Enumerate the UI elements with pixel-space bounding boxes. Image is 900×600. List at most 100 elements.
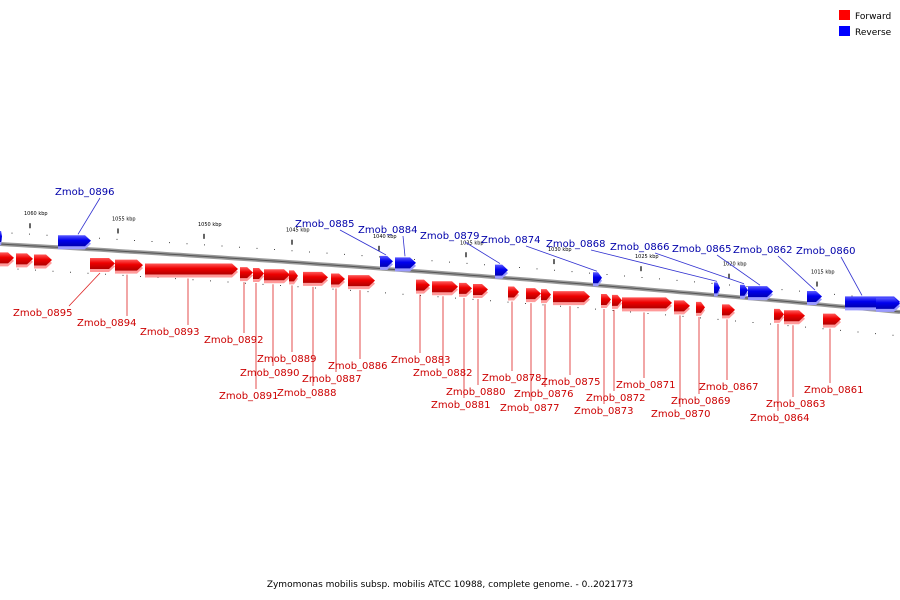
gene-label-forward[interactable]: Zmob_0882 [413,368,473,379]
gene-label-forward[interactable]: Zmob_0867 [699,382,759,393]
gene-arrow-Zmob_0891[interactable] [253,267,264,282]
gene-arrow-Zmob_0881[interactable] [459,282,472,297]
gene-label-reverse[interactable]: Zmob_0866 [610,242,670,253]
gene-label-forward[interactable]: Zmob_0891 [219,391,279,402]
gene-label-forward[interactable]: Zmob_0875 [541,377,601,388]
gene-label-forward[interactable]: Zmob_0861 [804,385,864,396]
gene-arrow-body [823,313,841,325]
gene-arrow-Zmob_0883[interactable] [416,279,430,294]
gene-arrow-Zmob_0896[interactable] [58,235,91,250]
gene-arrow-Zmob_0863[interactable] [784,310,805,325]
figure-caption: Zymomonas mobilis subsp. mobilis ATCC 10… [267,580,633,590]
gene-label-forward[interactable]: Zmob_0880 [446,387,506,398]
gene-label-reverse[interactable]: Zmob_0884 [358,225,418,236]
gene-arrow-body [674,300,690,312]
gene-label-reverse[interactable]: Zmob_0874 [481,235,541,246]
gene-label-forward[interactable]: Zmob_0890 [240,368,300,379]
gene-arrow-Zmob_0865[interactable] [748,286,773,301]
gene-arrow-edge-r[interactable] [0,231,2,246]
gene-arrow-Zmob_0868[interactable] [714,282,720,297]
legend-swatch-forward [839,10,850,20]
gene-arrow-Zmob_0873[interactable] [601,293,611,308]
gene-arrow-Zmob_0889[interactable] [289,270,298,285]
gene-arrow-Zmob_0875[interactable] [553,291,590,306]
gene-label-reverse[interactable]: Zmob_0885 [295,219,355,230]
gene-arrow-Zmob_0890[interactable] [264,269,290,284]
gene-arrow-Zmob_0894[interactable] [115,259,143,274]
gene-arrow-Zmob_0864[interactable] [774,308,784,323]
gene-arrow-Zmob_0867[interactable] [722,304,735,319]
gene-arrow-Zmob_0877[interactable] [526,288,541,303]
gene-arrow-Zmob_0866[interactable] [740,284,748,299]
gene-label-forward[interactable]: Zmob_0893 [140,327,200,338]
gene-label-reverse[interactable]: Zmob_0868 [546,239,606,250]
gene-label-forward[interactable]: Zmob_0869 [671,396,731,407]
gene-label-forward[interactable]: Zmob_0863 [766,399,826,410]
gene-label-forward[interactable]: Zmob_0894 [77,318,137,329]
gene-arrow-edge-a[interactable] [0,252,14,267]
gene-arrow-Zmob_0888[interactable] [303,271,328,286]
gene-label-forward[interactable]: Zmob_0892 [204,335,264,346]
gene-arrow-body [0,231,2,243]
gene-arrow-Zmob_0872[interactable] [612,294,622,309]
gene-label-forward[interactable]: Zmob_0886 [328,361,388,372]
gene-arrow-Zmob_0880[interactable] [473,283,488,298]
gene-arrow-Zmob_0892[interactable] [240,267,253,282]
gene-label-forward[interactable]: Zmob_0883 [391,355,451,366]
gene-arrow-body [348,275,375,287]
gene-arrow-Zmob_0869[interactable] [696,301,705,316]
gene-arrow-body [622,297,672,309]
gene-arrow-Zmob_0870[interactable] [674,300,690,315]
gene-arrow-Zmob_0895[interactable] [90,257,115,272]
gene-label-forward[interactable]: Zmob_0878 [482,373,542,384]
gene-arrow-body [696,301,705,313]
gene-label-reverse[interactable]: Zmob_0879 [420,231,480,242]
gene-label-reverse[interactable]: Zmob_0896 [55,187,115,198]
leader-line [77,197,101,235]
gene-arrow-body [807,291,822,303]
gene-arrow-Zmob_0862[interactable] [807,291,822,306]
gene-arrow-edge-c[interactable] [34,254,52,269]
gene-arrow-body [380,255,393,267]
gene-arrow-Zmob_0882[interactable] [432,281,458,296]
gene-arrow-body [722,304,735,316]
leader-line [68,272,101,307]
gene-arrow-Zmob_0876[interactable] [541,289,551,304]
gene-arrow-Zmob_0871[interactable] [622,297,672,312]
gene-label-forward[interactable]: Zmob_0881 [431,400,491,411]
gene-arrow-Zmob_0874[interactable] [593,272,602,287]
gene-label-reverse[interactable]: Zmob_0862 [733,245,793,256]
gene-arrow-Zmob_0861[interactable] [823,313,841,328]
gene-arrow-Zmob_0885[interactable] [380,255,393,270]
gene-label-forward[interactable]: Zmob_0871 [616,380,676,391]
gene-arrow-Zmob_0886[interactable] [348,275,375,290]
scale-label: 1055 kbp [112,216,136,222]
gene-label-reverse[interactable]: Zmob_0860 [796,246,856,257]
legend-item-forward: Forward [839,10,891,22]
gene-label-forward[interactable]: Zmob_0887 [302,374,362,385]
gene-arrow-edge-r2[interactable] [876,297,900,312]
gene-arrow-body [240,267,253,279]
gene-label-forward[interactable]: Zmob_0888 [277,388,337,399]
gene-label-forward[interactable]: Zmob_0864 [750,413,810,424]
gene-arrow-Zmob_0893[interactable] [145,263,238,278]
gene-arrow-Zmob_0887[interactable] [331,273,345,288]
gene-label-forward[interactable]: Zmob_0895 [13,308,73,319]
gene-arrow-body [541,289,551,301]
leader-line [590,249,718,282]
gene-label-reverse[interactable]: Zmob_0865 [672,244,732,255]
gene-arrow-body [145,263,238,275]
gene-label-forward[interactable]: Zmob_0870 [651,409,711,420]
gene-label-forward[interactable]: Zmob_0889 [257,354,317,365]
legend-swatch-reverse [839,26,850,36]
gene-arrow-body [612,294,622,306]
gene-arrow-edge-b[interactable] [16,253,33,268]
gene-arrow-Zmob_0878[interactable] [508,286,519,301]
gene-label-forward[interactable]: Zmob_0873 [574,406,634,417]
gene-arrow-Zmob_0879[interactable] [495,264,508,279]
gene-arrow-Zmob_0884[interactable] [395,257,416,272]
gene-label-forward[interactable]: Zmob_0877 [500,403,560,414]
gene-label-forward[interactable]: Zmob_0872 [586,393,646,404]
gene-label-forward[interactable]: Zmob_0876 [514,389,574,400]
leader-line [840,256,863,296]
